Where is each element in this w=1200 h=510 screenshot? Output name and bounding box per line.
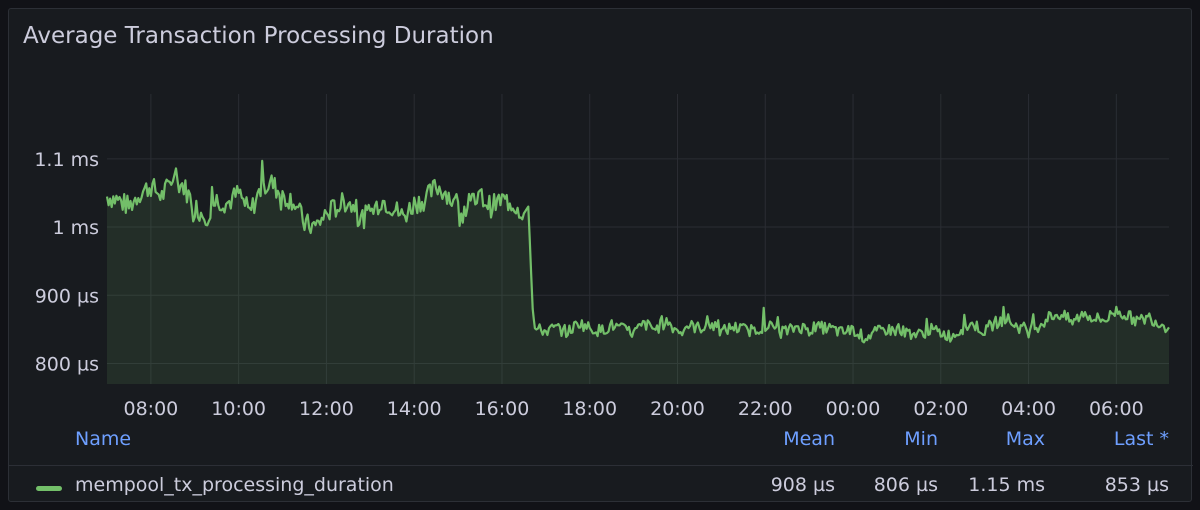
x-tick-label: 04:00 (1001, 398, 1056, 419)
x-tick-label: 16:00 (475, 398, 530, 419)
legend-max-value: 1.15 ms (968, 474, 1045, 496)
line-chart[interactable]: 08:00 10:00 12:00 14:00 16:00 18:00 20:00 22:00… (9, 9, 1193, 419)
x-tick-label: 00:00 (826, 398, 881, 419)
series-area-fill (107, 160, 1169, 384)
y-tick-label: 1 ms (52, 217, 99, 239)
x-tick-label: 02:00 (913, 398, 968, 419)
x-tick-label: 20:00 (650, 398, 705, 419)
legend-mean-value: 908 µs (770, 474, 835, 496)
legend-min-value: 806 µs (873, 474, 938, 496)
legend-col-last[interactable]: Last * (1113, 428, 1169, 450)
legend-col-name[interactable]: Name (75, 428, 132, 450)
x-tick-label: 10:00 (211, 398, 266, 419)
x-tick-label: 18:00 (562, 398, 617, 419)
y-tick-label: 1.1 ms (34, 149, 99, 171)
x-tick-label: 08:00 (124, 398, 179, 419)
legend-col-mean[interactable]: Mean (783, 428, 835, 450)
x-tick-label: 06:00 (1089, 398, 1144, 419)
x-tick-label: 12:00 (299, 398, 354, 419)
x-tick-label: 22:00 (738, 398, 793, 419)
chart-panel: Average Transaction Processing Duration … (8, 8, 1193, 502)
y-tick-label: 900 µs (35, 285, 99, 307)
legend-last-value: 853 µs (1104, 474, 1169, 496)
series-color-swatch (36, 486, 62, 491)
panel-title[interactable]: Average Transaction Processing Duration (23, 23, 494, 49)
y-tick-label: 800 µs (35, 354, 99, 376)
legend-series-name[interactable]: mempool_tx_processing_duration (75, 474, 394, 496)
series-line (105, 159, 1170, 344)
legend-col-min[interactable]: Min (904, 428, 938, 450)
legend-row[interactable]: mempool_tx_processing_duration 908 µs 80… (9, 465, 1193, 502)
legend-header: Name Mean Min Max Last * (9, 427, 1193, 457)
legend-col-max[interactable]: Max (1005, 428, 1045, 450)
x-tick-label: 14:00 (387, 398, 442, 419)
